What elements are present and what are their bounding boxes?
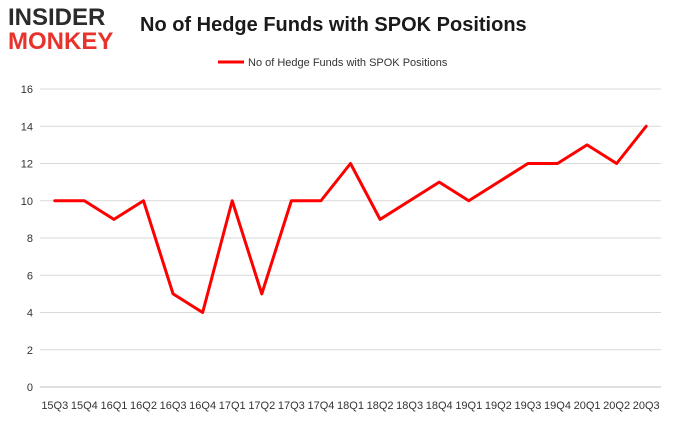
legend-label: No of Hedge Funds with SPOK Positions bbox=[248, 57, 448, 69]
series-group bbox=[53, 124, 648, 314]
y-tick-label: 10 bbox=[21, 196, 33, 208]
x-tick-label: 19Q4 bbox=[544, 400, 571, 412]
x-axis: 15Q3 15Q4 16Q1 16Q2 16Q3 16Q4 17Q1 17Q2 17Q3 17Q4… bbox=[40, 386, 661, 412]
x-tick-label: 18Q4 bbox=[426, 400, 453, 412]
x-tick-label: 16Q2 bbox=[130, 400, 157, 412]
x-tick-label: 15Q4 bbox=[71, 400, 98, 412]
gridlines bbox=[40, 88, 661, 351]
x-tick-label: 16Q3 bbox=[160, 400, 187, 412]
y-tick-label: 0 bbox=[27, 382, 33, 394]
y-tick-label: 16 bbox=[21, 84, 33, 96]
y-tick-label: 14 bbox=[21, 121, 33, 133]
y-tick-label: 2 bbox=[27, 345, 33, 357]
chart-title: No of Hedge Funds with SPOK Positions bbox=[140, 14, 527, 36]
x-tick-label: 20Q3 bbox=[633, 400, 660, 412]
x-tick-label: 19Q2 bbox=[485, 400, 512, 412]
x-tick-label: 18Q3 bbox=[396, 400, 423, 412]
x-tick-label: 19Q1 bbox=[455, 400, 482, 412]
insider-monkey-logo: INSIDER MONKEY bbox=[8, 6, 128, 56]
x-tick-label: 17Q4 bbox=[307, 400, 334, 412]
x-tick-label: 17Q2 bbox=[248, 400, 275, 412]
x-tick-label: 15Q3 bbox=[41, 400, 68, 412]
logo-line-2: MONKEY bbox=[8, 28, 114, 55]
x-tick-label: 20Q2 bbox=[603, 400, 630, 412]
series-line bbox=[53, 124, 648, 314]
x-tick-label: 17Q1 bbox=[219, 400, 246, 412]
x-tick-label: 16Q1 bbox=[100, 400, 127, 412]
y-axis: 0 2 4 6 8 10 12 14 16 bbox=[21, 84, 33, 394]
legend: No of Hedge Funds with SPOK Positions bbox=[218, 57, 448, 69]
x-tick-label: 20Q1 bbox=[574, 400, 601, 412]
x-tick-label: 18Q1 bbox=[337, 400, 364, 412]
x-tick-label: 19Q3 bbox=[514, 400, 541, 412]
x-tick-label: 17Q3 bbox=[278, 400, 305, 412]
y-tick-label: 6 bbox=[27, 270, 33, 282]
y-tick-label: 4 bbox=[27, 308, 33, 320]
x-tick-label: 16Q4 bbox=[189, 400, 216, 412]
y-tick-label: 8 bbox=[27, 233, 33, 245]
logo-line-1: INSIDER bbox=[8, 4, 106, 31]
y-tick-label: 12 bbox=[21, 159, 33, 171]
x-tick-label: 18Q2 bbox=[367, 400, 394, 412]
